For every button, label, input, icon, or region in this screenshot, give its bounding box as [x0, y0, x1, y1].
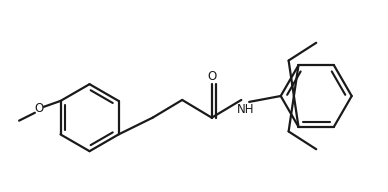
Text: O: O: [207, 70, 217, 83]
Text: NH: NH: [237, 103, 254, 116]
Text: O: O: [34, 102, 43, 115]
